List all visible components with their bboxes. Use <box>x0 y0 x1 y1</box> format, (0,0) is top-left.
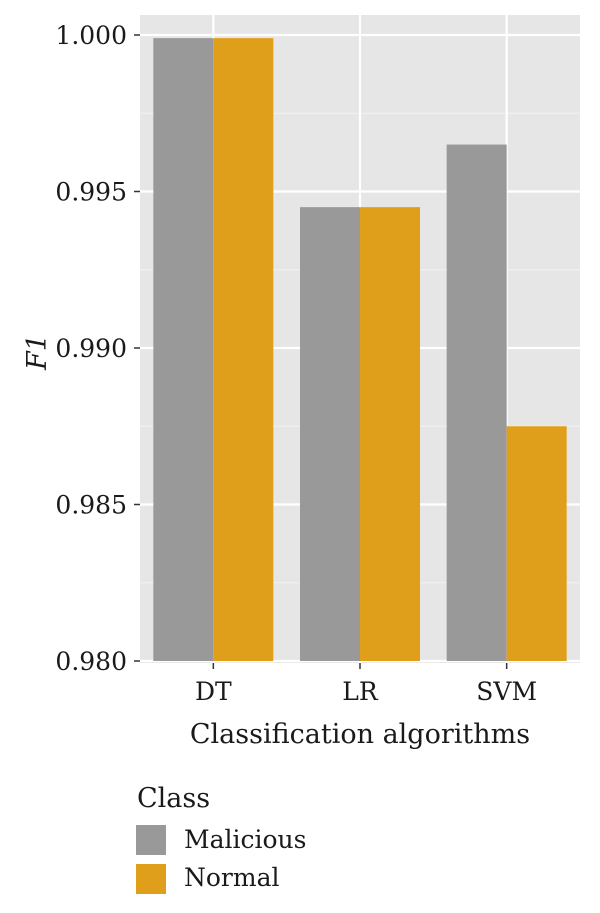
legend-swatch-normal <box>136 864 166 894</box>
x-axis: DT LR SVM <box>195 663 537 706</box>
bar-normal-svm <box>506 426 567 661</box>
y-tick-label: 0.990 <box>55 334 127 363</box>
bar-normal-dt <box>213 38 274 661</box>
legend-label-normal: Normal <box>184 863 279 892</box>
x-tick-label: DT <box>195 677 232 706</box>
y-axis: 0.980 0.985 0.990 0.995 1.000 <box>55 21 140 676</box>
legend: Class Malicious Normal <box>136 783 306 894</box>
y-tick-label: 1.000 <box>55 21 127 50</box>
legend-label-malicious: Malicious <box>184 825 306 854</box>
y-tick-label: 0.995 <box>55 178 127 207</box>
legend-swatch-malicious <box>136 825 166 855</box>
bar-normal-lr <box>360 207 420 661</box>
y-tick-label: 0.980 <box>55 647 127 676</box>
bar-malicious-svm <box>446 144 507 662</box>
x-tick-label: LR <box>342 677 379 706</box>
x-tick-label: SVM <box>476 677 537 706</box>
y-axis-title: F1 <box>22 334 53 371</box>
x-axis-title: Classification algorithms <box>190 719 530 750</box>
bar-malicious-lr <box>300 207 360 661</box>
bar-malicious-dt <box>153 38 214 661</box>
legend-title: Class <box>137 783 210 814</box>
bars <box>153 38 567 662</box>
y-tick-label: 0.985 <box>55 491 127 520</box>
